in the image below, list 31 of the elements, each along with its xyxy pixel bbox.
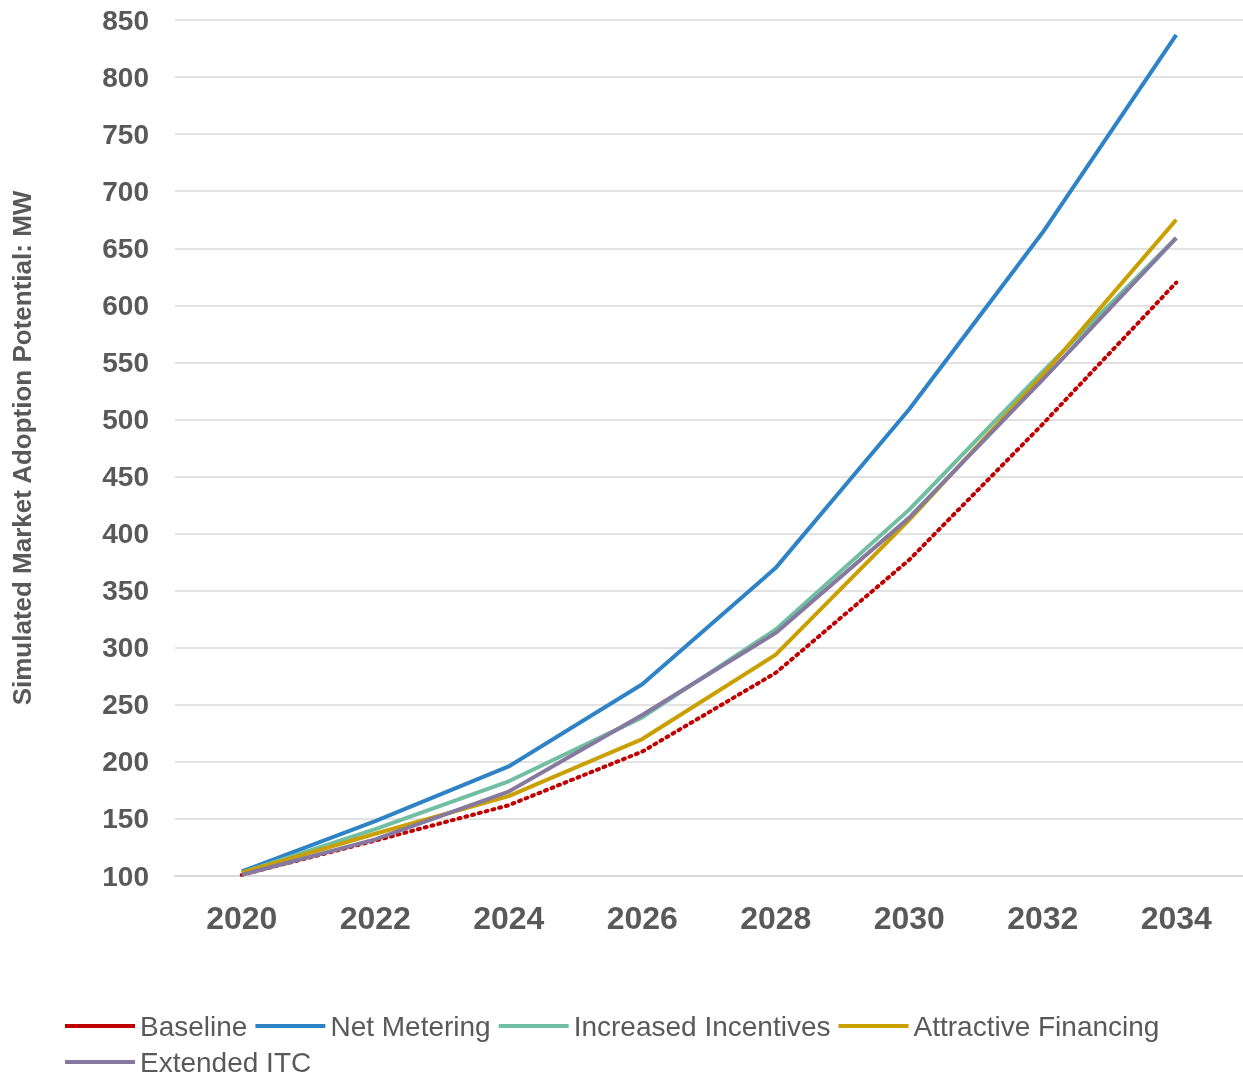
x-tick-label: 2034 bbox=[1140, 900, 1213, 936]
legend-label: Attractive Financing bbox=[913, 1010, 1160, 1042]
x-tick-label: 2028 bbox=[740, 900, 812, 936]
x-tick-label: 2030 bbox=[873, 900, 945, 936]
x-tick-label: 2020 bbox=[206, 900, 278, 936]
y-tick-label: 150 bbox=[102, 803, 149, 835]
y-tick-label: 700 bbox=[102, 175, 149, 207]
y-tick-label: 600 bbox=[102, 289, 149, 321]
y-tick-label: 400 bbox=[102, 518, 149, 550]
y-tick-label: 100 bbox=[102, 860, 149, 892]
line-series bbox=[239, 32, 1179, 874]
y-tick-label: 800 bbox=[102, 61, 149, 93]
y-tick-label: 750 bbox=[102, 118, 149, 150]
x-tick-label: 2032 bbox=[1007, 900, 1079, 936]
y-tick-label: 550 bbox=[102, 346, 149, 378]
legend-label: Extended ITC bbox=[140, 1046, 312, 1078]
y-tick-label: 450 bbox=[102, 461, 149, 493]
y-axis-title: Simulated Market Adoption Potential: MW bbox=[7, 190, 37, 706]
x-tick-label: 2026 bbox=[606, 900, 678, 936]
legend-label: Baseline bbox=[140, 1010, 248, 1042]
y-tick-label: 350 bbox=[102, 575, 149, 607]
y-tick-label: 650 bbox=[102, 232, 149, 264]
x-tick-label: 2024 bbox=[473, 900, 545, 936]
y-tick-label: 850 bbox=[102, 4, 149, 36]
y-tick-label: 250 bbox=[102, 689, 149, 721]
legend-label: Net Metering bbox=[330, 1010, 491, 1042]
y-tick-label: 500 bbox=[102, 403, 149, 435]
y-tick-label: 300 bbox=[102, 632, 149, 664]
x-tick-label: 2022 bbox=[339, 900, 411, 936]
legend-label: Increased Incentives bbox=[573, 1010, 831, 1042]
y-tick-label: 200 bbox=[102, 746, 149, 778]
